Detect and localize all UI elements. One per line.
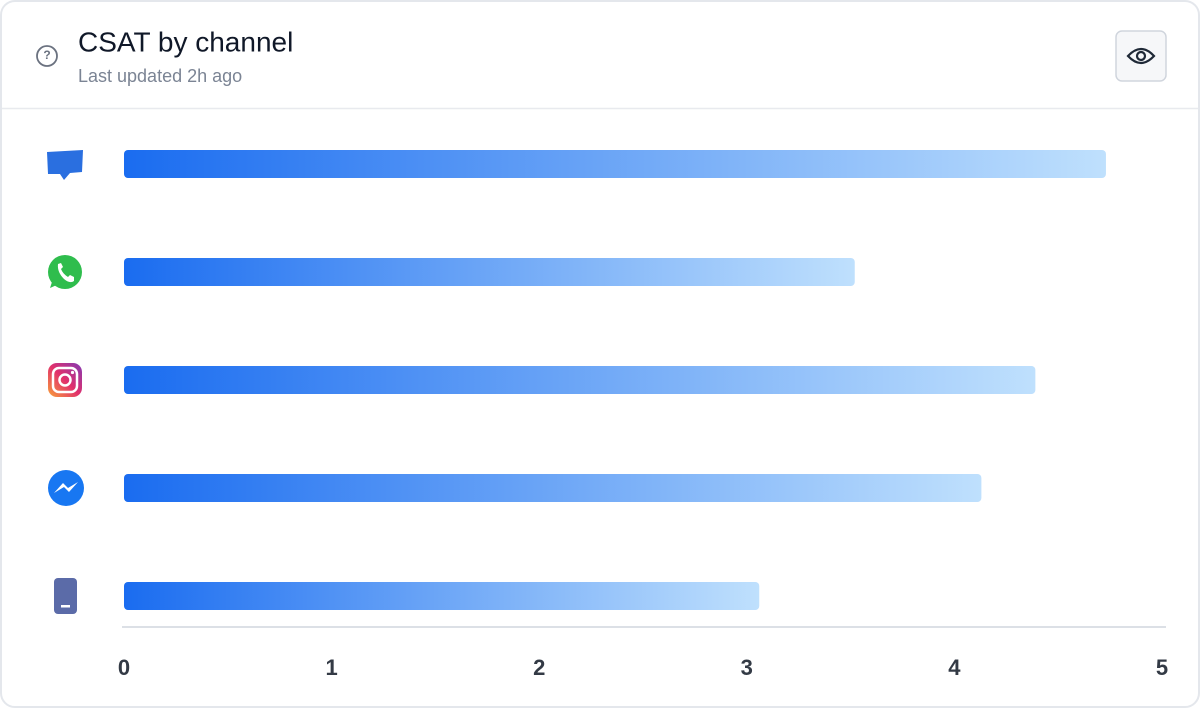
whatsapp-icon [48,255,82,289]
chart-title: CSAT by channel [78,26,293,57]
view-button[interactable] [1115,30,1167,82]
x-tick-label: 0 [118,655,130,680]
x-tick-label: 2 [533,655,545,680]
bar [124,582,760,610]
svg-text:?: ? [43,48,50,62]
x-tick-label: 1 [325,655,337,680]
chart-subtitle: Last updated 2h ago [78,66,242,86]
x-tick-label: 4 [948,655,961,680]
x-tick-label: 5 [1156,655,1168,680]
help-icon[interactable]: ? [36,45,58,67]
chat-icon [47,150,83,180]
bar [124,474,982,502]
bar [124,366,1036,394]
bar [124,150,1106,178]
phone-icon [54,578,77,614]
bar [124,258,855,286]
x-tick-label: 3 [741,655,753,680]
messenger-icon [48,470,84,506]
instagram-icon [48,363,82,397]
